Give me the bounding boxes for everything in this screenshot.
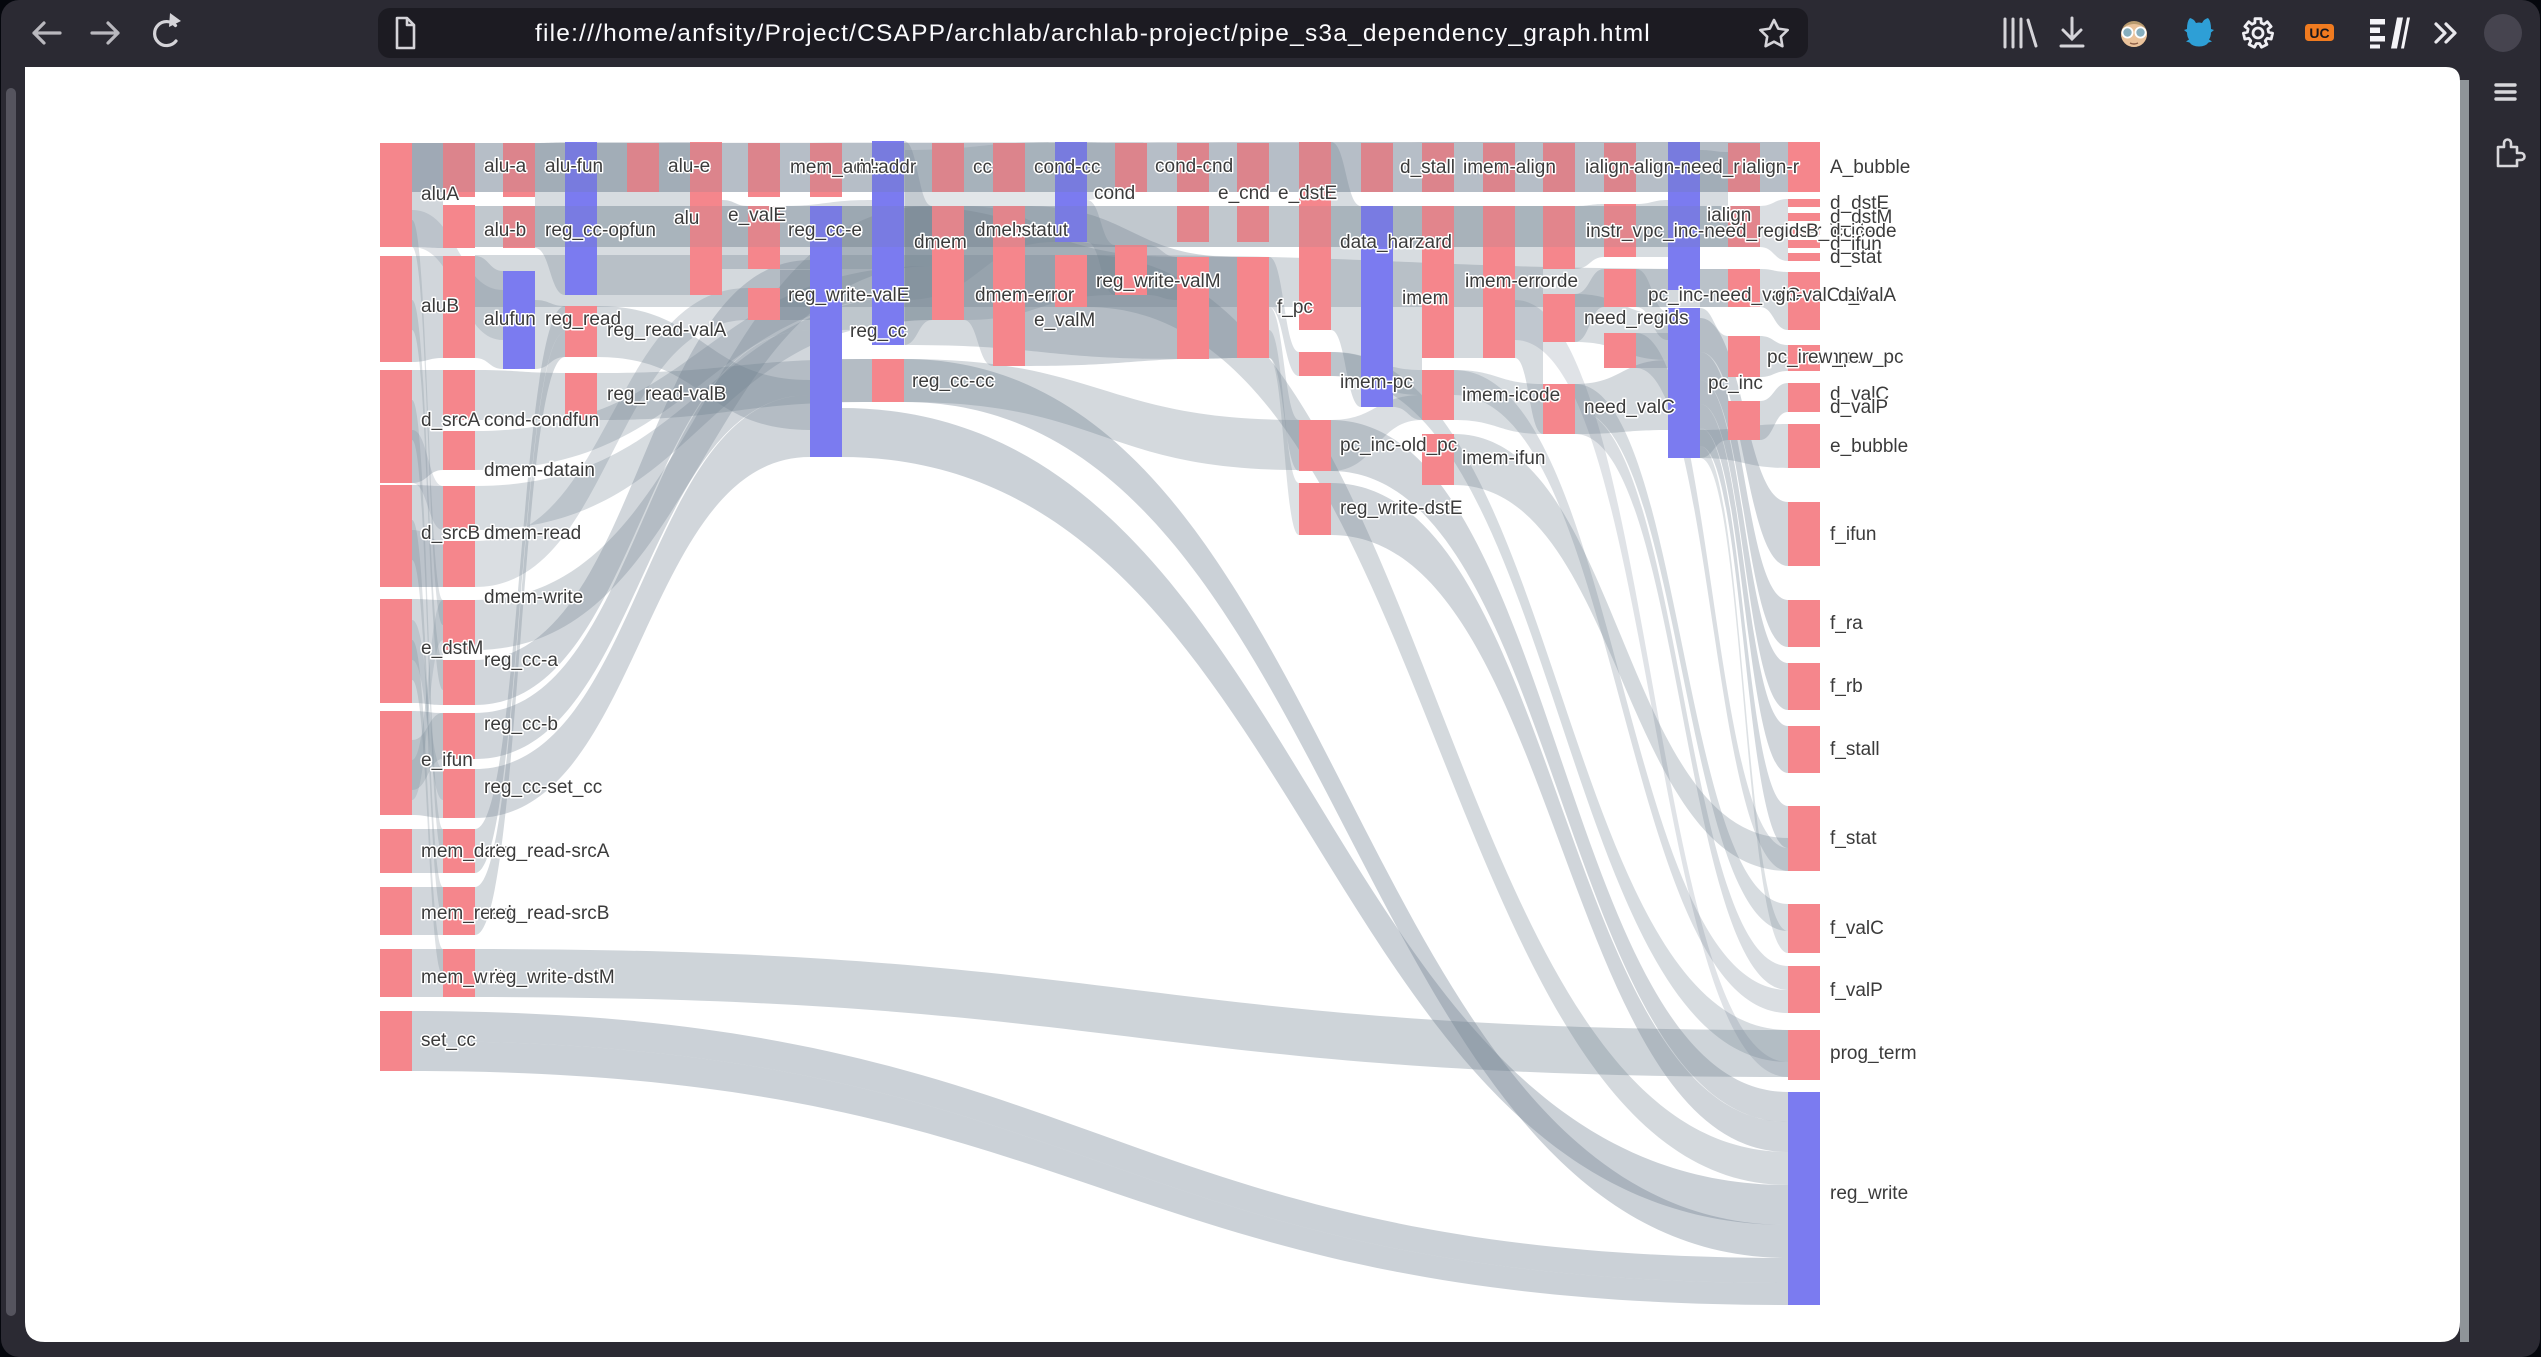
svg-text:alu: alu (674, 208, 699, 229)
svg-text:orde: orde (1540, 271, 1578, 292)
svg-text:B_icode: B_icode (1806, 221, 1875, 242)
svg-text:pc_inc-n: pc_inc-n (1767, 347, 1839, 368)
svg-text:cond-condfun: cond-condfun (484, 410, 599, 431)
svg-text:mem_read: mem_read (421, 903, 512, 924)
svg-text:reg_write-valM: reg_write-valM (1096, 271, 1221, 292)
svg-text:e_dstE: e_dstE (1278, 183, 1337, 204)
svg-text:l.statut: l.statut (1012, 220, 1069, 241)
svg-text:f_pc: f_pc (1277, 297, 1313, 318)
svg-text:d_valC: d_valC (1830, 384, 1889, 405)
svg-text:e_bubble: e_bubble (1830, 436, 1908, 457)
svg-text:alu-fun: alu-fun (545, 156, 603, 177)
svg-text:ialign-a: ialign-a (1585, 157, 1647, 178)
svg-text:d_dstE: d_dstE (1830, 193, 1889, 214)
svg-text:reg_read-valB: reg_read-valB (607, 384, 726, 405)
svg-text:file:///home/anfsity/Project/C: file:///home/anfsity/Project/CSAPP/archl… (535, 20, 1651, 47)
svg-text:alu-e: alu-e (668, 156, 710, 177)
svg-text:mem_write: mem_write (421, 967, 514, 988)
svg-text:d_valP: d_valP (1830, 397, 1888, 418)
svg-text:reg_write-dstM: reg_write-dstM (489, 967, 615, 988)
svg-text:aluB: aluB (421, 296, 459, 317)
svg-text:reg_cc-e: reg_cc-e (788, 220, 862, 241)
svg-text:dmem-e: dmem-e (975, 220, 1045, 241)
svg-text:imem: imem (1402, 288, 1448, 309)
svg-text:e_valE: e_valE (728, 205, 786, 226)
svg-text:ialign-r: ialign-r (1742, 157, 1800, 178)
svg-text:dmem-datain: dmem-datain (484, 460, 595, 481)
svg-text:pc_inc-need_valC: pc_inc-need_valC (1648, 285, 1800, 306)
svg-text:imem-pc: imem-pc (1340, 372, 1413, 393)
svg-text:align-need_r: align-need_r (1634, 157, 1740, 178)
svg-text:dmem-read: dmem-read (484, 523, 581, 544)
svg-text:need_regids: need_regids (1584, 308, 1689, 329)
svg-text:reg_cc-cc: reg_cc-cc (912, 371, 994, 392)
svg-text:reg_cc-a: reg_cc-a (484, 650, 558, 671)
svg-text:cond-cc: cond-cc (1034, 157, 1101, 178)
svg-text:cond-cnd: cond-cnd (1155, 156, 1233, 177)
svg-text:d_dstM: d_dstM (1830, 207, 1892, 228)
svg-text:reg_write-dstE: reg_write-dstE (1340, 498, 1463, 519)
svg-text:alu-b: alu-b (484, 220, 526, 241)
svg-text:aluA: aluA (421, 184, 459, 205)
svg-text:reg_cc-set_cc: reg_cc-set_cc (484, 777, 602, 798)
svg-text:d_ifun: d_ifun (1830, 234, 1882, 255)
svg-text:f_rb: f_rb (1830, 676, 1863, 697)
svg-text:A_bubble: A_bubble (1830, 157, 1910, 178)
svg-text:ialign: ialign (1707, 205, 1751, 226)
svg-text:mem_addr: mem_addr (790, 157, 881, 178)
svg-text:f_ifun: f_ifun (1830, 524, 1876, 545)
svg-text:dmem-error: dmem-error (975, 285, 1075, 306)
svg-text:cond: cond (1094, 183, 1135, 204)
svg-text:UC: UC (2309, 25, 2329, 41)
svg-text:imem-ifun: imem-ifun (1462, 448, 1545, 469)
svg-text:pc_inc-need_regids-r: pc_inc-need_regids-r (1643, 221, 1822, 242)
svg-text:d_valA: d_valA (1838, 285, 1896, 306)
svg-text:e_valM: e_valM (1034, 310, 1095, 331)
svg-text:cc: cc (973, 157, 992, 178)
svg-text:alu-a: alu-a (484, 156, 527, 177)
svg-text:mem_data: mem_data (421, 841, 511, 862)
svg-text:reg_read: reg_read (545, 309, 621, 330)
svg-text:alufun: alufun (484, 309, 536, 330)
svg-text:dmem: dmem (914, 232, 967, 253)
svg-text:d_stat: d_stat (1830, 247, 1882, 268)
svg-text:dmem-write: dmem-write (484, 587, 583, 608)
svg-text:d_srcA: d_srcA (421, 410, 480, 431)
svg-text:reg_cc-b: reg_cc-b (484, 714, 558, 735)
svg-text:f_valC: f_valC (1830, 918, 1884, 939)
svg-text:gn-valC: gn-valC (1775, 285, 1840, 306)
svg-text:reg_read-srcB: reg_read-srcB (489, 903, 609, 924)
svg-text:ew_pc: ew_pc (1808, 347, 1863, 368)
svg-text:d_stall: d_stall (1400, 157, 1455, 178)
svg-text:new_pc: new_pc (1838, 347, 1904, 368)
svg-text:instr_v: instr_v (1586, 221, 1642, 242)
svg-text:imem-error: imem-error (1465, 271, 1559, 292)
svg-text:need_valC: need_valC (1584, 397, 1675, 418)
svg-text:f_valP: f_valP (1830, 980, 1883, 1001)
svg-text:e_dstM: e_dstM (421, 638, 483, 659)
svg-text:e_ifun: e_ifun (421, 750, 473, 771)
svg-text:reg_read-valA: reg_read-valA (607, 320, 727, 341)
svg-text:data_harzard: data_harzard (1340, 232, 1452, 253)
svg-text:reg_read-srcA: reg_read-srcA (489, 841, 610, 862)
svg-text:prog_term: prog_term (1830, 1043, 1917, 1064)
svg-text:f_stat: f_stat (1830, 828, 1877, 849)
svg-text:imem-align: imem-align (1463, 157, 1556, 178)
svg-text:reg_write: reg_write (1830, 1183, 1908, 1204)
svg-text:f_stall: f_stall (1830, 739, 1880, 760)
svg-text:reg_cc-opfun: reg_cc-opfun (545, 220, 656, 241)
svg-text:pc_inc: pc_inc (1708, 373, 1763, 394)
svg-text:m-addr: m-addr (856, 157, 917, 178)
svg-text:d_icode: d_icode (1830, 221, 1897, 242)
svg-text:d_srcB: d_srcB (421, 523, 480, 544)
svg-text:pc_inc-old_pc: pc_inc-old_pc (1340, 435, 1457, 456)
svg-text:imem-icode: imem-icode (1462, 385, 1560, 406)
svg-text:reg_cc: reg_cc (850, 321, 907, 342)
svg-text:f_ra: f_ra (1830, 613, 1863, 634)
svg-text:reg_write-valE: reg_write-valE (788, 285, 909, 306)
svg-text:alA: alA (1845, 285, 1873, 306)
svg-text:set_cc: set_cc (421, 1030, 476, 1051)
svg-text:e_cnd: e_cnd (1218, 183, 1270, 204)
